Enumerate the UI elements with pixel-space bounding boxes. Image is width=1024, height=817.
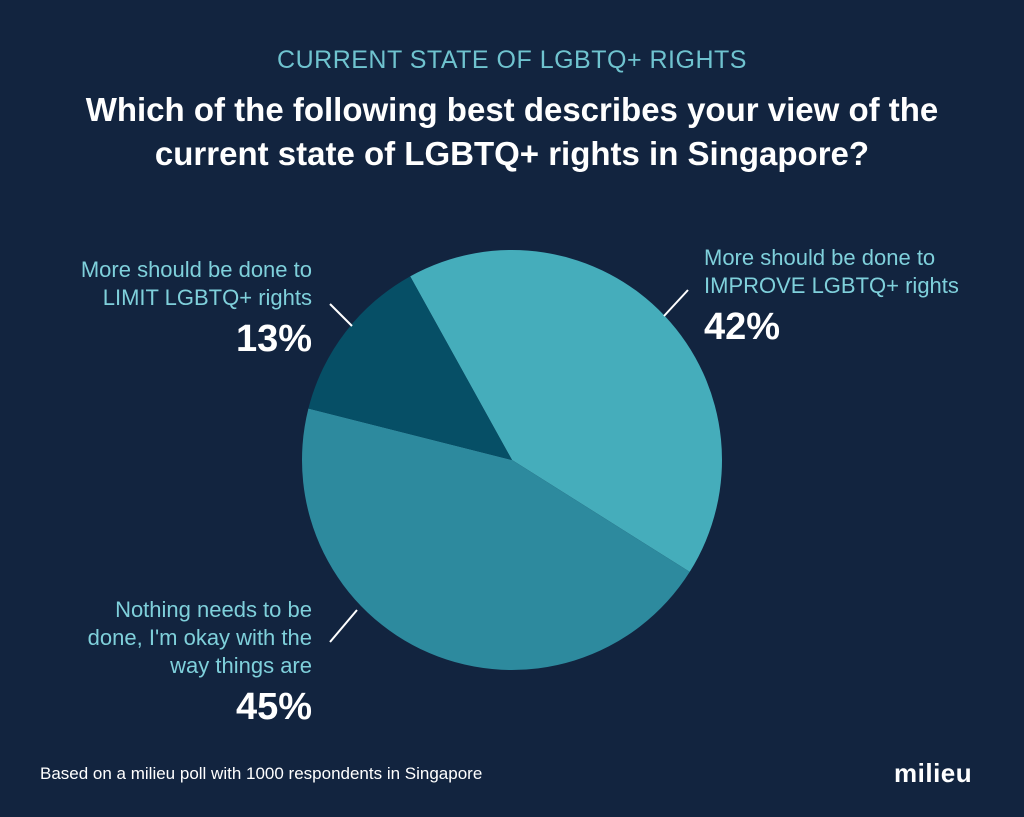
slice-label-nothing-line-1: Nothing needs to be [115, 597, 312, 622]
slice-value-limit: 13% [235, 318, 312, 360]
slice-label-nothing-line-2: done, I'm okay with the [87, 625, 312, 650]
leader-line-nothing [329, 609, 358, 643]
chart-title: Which of the following best describes yo… [85, 91, 939, 172]
milieu-logo: milieu [894, 758, 972, 789]
slice-value-nothing: 45% [235, 686, 312, 728]
slice-nothing [302, 408, 690, 670]
slice-limit [308, 276, 512, 460]
leader-line-improve [663, 289, 689, 317]
slice-label-limit-line-2: LIMIT LGBTQ+ rights [102, 285, 312, 310]
slice-label-nothing-line-3: way things are [170, 653, 312, 678]
slice-value-improve: 42% [704, 306, 781, 348]
slice-label-nothing: Nothing needs to be done, I'm okay with … [88, 596, 312, 680]
slice-label-improve-line-2: IMPROVE LGBTQ+ rights [704, 273, 959, 298]
slice-label-limit-line-1: More should be done to [80, 257, 312, 282]
logo-text: milieu [894, 758, 973, 788]
chart-subtitle: CURRENT STATE OF LGBTQ+ RIGHTS [277, 46, 747, 74]
leader-line-limit [329, 303, 353, 327]
slice-label-improve-line-1: More should be done to [704, 245, 936, 270]
footnote: Based on a milieu poll with 1000 respond… [40, 764, 483, 783]
slice-improve [410, 250, 722, 572]
slice-label-improve: More should be done to IMPROVE LGBTQ+ ri… [704, 244, 959, 300]
slice-label-limit: More should be done to LIMIT LGBTQ+ righ… [81, 256, 312, 312]
